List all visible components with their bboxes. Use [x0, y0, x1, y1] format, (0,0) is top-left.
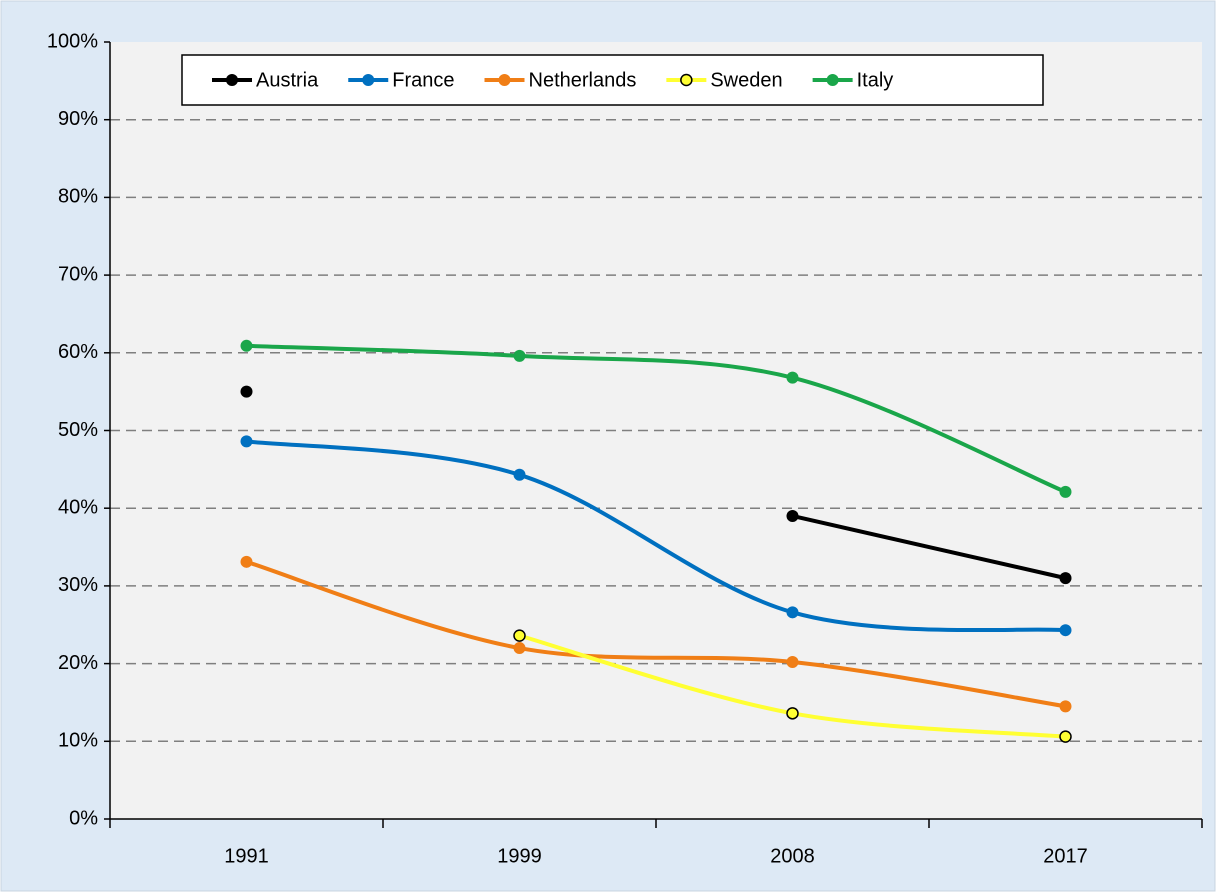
legend-marker [498, 74, 511, 86]
y-tick-label: 20% [58, 652, 98, 674]
data-point [786, 656, 799, 669]
x-tick-label: 1991 [224, 845, 269, 867]
series-line [246, 439, 1066, 633]
series-line [245, 559, 1066, 709]
data-point [786, 509, 799, 522]
data-point [1059, 485, 1072, 498]
y-tick-label: 100% [47, 30, 98, 52]
data-point [513, 642, 526, 655]
data-point [786, 707, 799, 720]
legend-label: Austria [256, 69, 319, 91]
legend-marker [362, 74, 375, 86]
data-point [786, 606, 799, 619]
y-tick-label: 40% [58, 496, 98, 518]
data-point [513, 468, 526, 481]
series-line [246, 343, 1067, 494]
legend-label: Netherlands [529, 69, 637, 91]
data-point [240, 555, 253, 568]
data-point [1059, 730, 1072, 743]
legend-label: Italy [857, 69, 894, 91]
y-tick-label: 80% [58, 186, 98, 208]
legend-box [181, 54, 1044, 106]
y-tick-label: 50% [58, 419, 98, 441]
data-point [513, 629, 526, 642]
y-tick-label: 10% [58, 730, 98, 752]
y-tick-label: 90% [58, 108, 98, 130]
data-point [1059, 572, 1072, 585]
x-tick-label: 2017 [1043, 845, 1088, 867]
legend-label: Sweden [710, 69, 782, 91]
legend: Austria France Netherlands Sweden Italy [181, 54, 1044, 106]
data-point [1059, 624, 1072, 637]
y-tick-label: 60% [58, 341, 98, 363]
data-point [1059, 700, 1072, 713]
data-point [513, 349, 526, 362]
series-line [792, 514, 1066, 581]
x-tick-label: 1999 [497, 845, 542, 867]
data-point [240, 435, 253, 448]
y-tick-label: 0% [69, 807, 98, 829]
data-point [240, 385, 253, 398]
y-tick-label: 30% [58, 574, 98, 596]
legend-marker [680, 73, 693, 87]
legend-marker [826, 74, 839, 86]
data-point [786, 371, 799, 384]
x-tick-label: 2008 [770, 845, 815, 867]
legend-marker [226, 74, 238, 86]
y-tick-label: 70% [58, 263, 98, 285]
data-point [240, 339, 253, 352]
legend-label: France [392, 69, 454, 91]
